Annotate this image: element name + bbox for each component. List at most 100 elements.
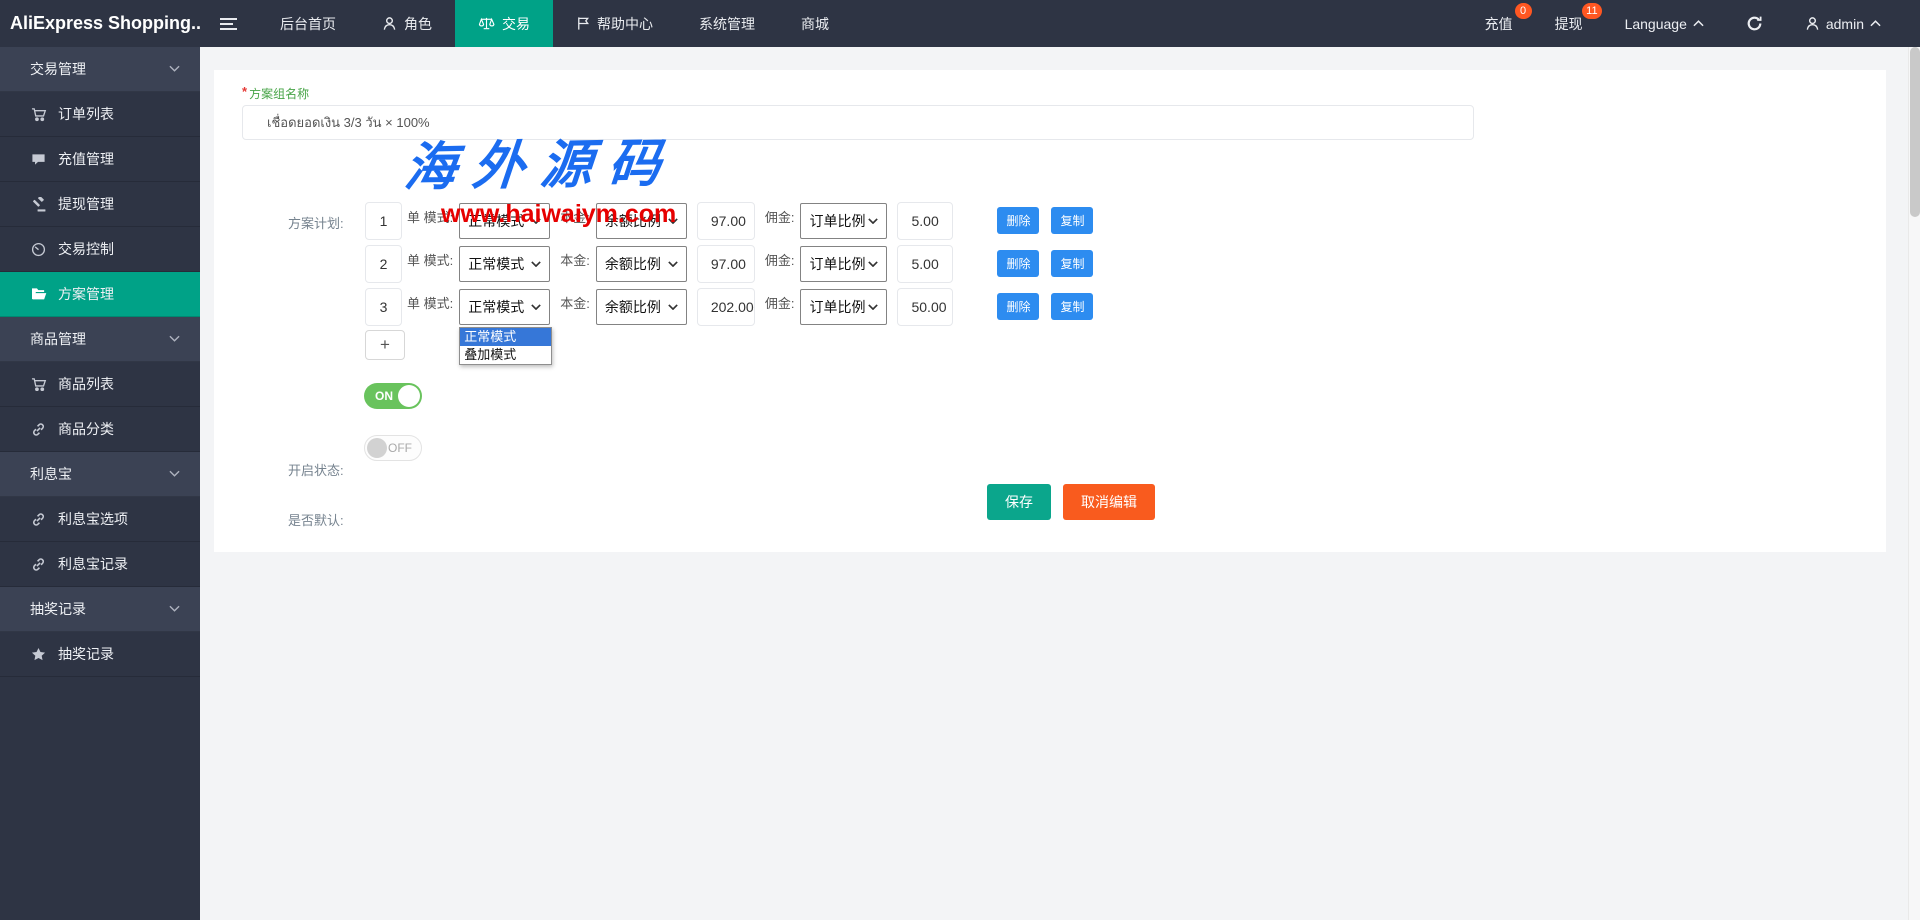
chevron-down-icon bbox=[868, 260, 879, 267]
toggle-knob bbox=[367, 438, 387, 458]
person-icon bbox=[1805, 16, 1820, 31]
save-button[interactable]: 保存 bbox=[987, 484, 1051, 520]
principal-type-select[interactable]: 余额比例 bbox=[595, 288, 687, 325]
nav-item-home[interactable]: 后台首页 bbox=[257, 0, 359, 47]
chevron-down-icon bbox=[531, 217, 541, 224]
commission-value-input[interactable] bbox=[897, 201, 954, 240]
main-content: *方案组名称 方案计划: 单 模式: 正常模式 本金: 余额比例 bbox=[200, 47, 1920, 920]
delete-row-button[interactable]: 删除 bbox=[997, 207, 1040, 234]
item-label: 利息宝选项 bbox=[58, 511, 128, 527]
nav-item-help[interactable]: 帮助中心 bbox=[553, 0, 676, 47]
recharge-button[interactable]: 充值 0 bbox=[1464, 0, 1534, 47]
cancel-edit-button[interactable]: 取消编辑 bbox=[1063, 484, 1155, 520]
plan-edit-card: *方案组名称 方案计划: 单 模式: 正常模式 本金: 余额比例 bbox=[214, 70, 1886, 552]
item-label: 商品列表 bbox=[58, 376, 114, 392]
principal-type-select[interactable]: 余额比例 bbox=[595, 202, 687, 239]
sidebar-item-plan-management[interactable]: 方案管理 bbox=[0, 272, 200, 317]
item-label: 交易控制 bbox=[58, 241, 114, 257]
nav-label: 系统管理 bbox=[699, 15, 755, 32]
sidebar-group-interest[interactable]: 利息宝 bbox=[0, 452, 200, 497]
copy-row-button[interactable]: 复制 bbox=[1051, 293, 1094, 320]
chevron-down-icon bbox=[169, 65, 180, 72]
principal-value-input[interactable] bbox=[696, 244, 755, 283]
sidebar-item-goods-list[interactable]: 商品列表 bbox=[0, 362, 200, 407]
sidebar-group-goods[interactable]: 商品管理 bbox=[0, 317, 200, 362]
chevron-down-icon bbox=[868, 303, 879, 310]
copy-row-button[interactable]: 复制 bbox=[1051, 250, 1094, 277]
default-toggle-off[interactable]: OFF bbox=[364, 435, 422, 461]
mode-value: 正常模式 bbox=[468, 255, 525, 272]
nav-item-trade[interactable]: 交易 bbox=[455, 0, 553, 47]
plan-group-name-input[interactable] bbox=[242, 105, 1474, 140]
plan-schedule-label: 方案计划: bbox=[288, 216, 344, 231]
user-menu[interactable]: admin bbox=[1784, 0, 1902, 47]
nav-label: 角色 bbox=[404, 15, 432, 32]
language-dropdown[interactable]: Language bbox=[1604, 0, 1725, 47]
sidebar-item-interest-options[interactable]: 利息宝选项 bbox=[0, 497, 200, 542]
star-icon bbox=[30, 647, 47, 662]
delete-row-button[interactable]: 删除 bbox=[997, 250, 1040, 277]
link-icon bbox=[30, 557, 47, 572]
chevron-down-icon bbox=[169, 335, 180, 342]
commission-label: 佣金: bbox=[764, 210, 795, 225]
order-count-input[interactable] bbox=[365, 287, 402, 326]
sidebar-item-order-list[interactable]: 订单列表 bbox=[0, 92, 200, 137]
principal-value-input[interactable] bbox=[696, 287, 755, 326]
nav-label: 交易 bbox=[502, 15, 530, 32]
dropdown-option-normal[interactable]: 正常模式 bbox=[460, 327, 552, 346]
link-icon bbox=[30, 422, 47, 437]
gauge-icon bbox=[30, 242, 47, 257]
mode-label: 单 模式: bbox=[407, 253, 454, 268]
commission-type-select[interactable]: 订单比例 bbox=[800, 245, 888, 282]
sidebar-item-recharge[interactable]: 充值管理 bbox=[0, 137, 200, 182]
commission-value-input[interactable] bbox=[897, 244, 954, 283]
order-count-input[interactable] bbox=[365, 244, 402, 283]
person-icon bbox=[382, 16, 397, 31]
group-label: 商品管理 bbox=[30, 331, 86, 347]
sidebar-group-lottery[interactable]: 抽奖记录 bbox=[0, 587, 200, 632]
chevron-down-icon bbox=[668, 303, 678, 310]
commission-type-value: 订单比例 bbox=[809, 298, 866, 315]
nav-item-system[interactable]: 系统管理 bbox=[676, 0, 778, 47]
sidebar: 交易管理 订单列表 充值管理 提现管理 交易控制 方案管理 商品管理 bbox=[0, 47, 200, 920]
plan-row-1: 单 模式: 正常模式 本金: 余额比例 佣金: 订单比例 bbox=[365, 201, 1094, 240]
commission-type-select[interactable]: 订单比例 bbox=[800, 202, 888, 239]
withdraw-button[interactable]: 提现 11 bbox=[1534, 0, 1604, 47]
sidebar-item-withdraw[interactable]: 提现管理 bbox=[0, 182, 200, 227]
status-toggle-on[interactable]: ON bbox=[364, 383, 422, 409]
sidebar-item-lottery-records[interactable]: 抽奖记录 bbox=[0, 632, 200, 677]
sidebar-item-goods-category[interactable]: 商品分类 bbox=[0, 407, 200, 452]
language-label: Language bbox=[1624, 15, 1687, 32]
order-count-input[interactable] bbox=[365, 201, 402, 240]
mode-select[interactable]: 正常模式 bbox=[459, 202, 551, 239]
mode-label: 单 模式: bbox=[407, 210, 454, 225]
nav-item-mall[interactable]: 商城 bbox=[778, 0, 852, 47]
refresh-button[interactable] bbox=[1725, 0, 1784, 47]
chevron-down-icon bbox=[868, 217, 879, 224]
sidebar-item-interest-records[interactable]: 利息宝记录 bbox=[0, 542, 200, 587]
mode-select-open[interactable]: 正常模式 正常模式 叠加模式 bbox=[459, 288, 553, 365]
commission-type-select[interactable]: 订单比例 bbox=[800, 288, 888, 325]
mode-select[interactable]: 正常模式 bbox=[459, 245, 551, 282]
sidebar-group-trade[interactable]: 交易管理 bbox=[0, 47, 200, 92]
principal-value-input[interactable] bbox=[696, 201, 755, 240]
add-row-button[interactable]: + bbox=[365, 330, 405, 360]
delete-row-button[interactable]: 删除 bbox=[997, 293, 1040, 320]
chevron-down-icon bbox=[531, 303, 541, 310]
dropdown-option-stack[interactable]: 叠加模式 bbox=[464, 346, 517, 362]
principal-type-value: 余额比例 bbox=[604, 212, 661, 229]
menu-toggle-icon[interactable] bbox=[200, 0, 257, 47]
principal-type-select[interactable]: 余额比例 bbox=[595, 245, 687, 282]
copy-row-button[interactable]: 复制 bbox=[1051, 207, 1094, 234]
recharge-label: 充值 bbox=[1484, 15, 1513, 32]
nav-item-roles[interactable]: 角色 bbox=[359, 0, 455, 47]
item-label: 抽奖记录 bbox=[58, 646, 114, 662]
commission-value-input[interactable] bbox=[897, 287, 954, 326]
scrollbar-thumb[interactable] bbox=[1910, 47, 1920, 217]
item-label: 充值管理 bbox=[58, 151, 114, 167]
withdraw-label: 提现 bbox=[1554, 15, 1583, 32]
nav-label: 帮助中心 bbox=[597, 15, 653, 32]
scrollbar-track[interactable] bbox=[1908, 47, 1920, 920]
sidebar-item-trade-control[interactable]: 交易控制 bbox=[0, 227, 200, 272]
